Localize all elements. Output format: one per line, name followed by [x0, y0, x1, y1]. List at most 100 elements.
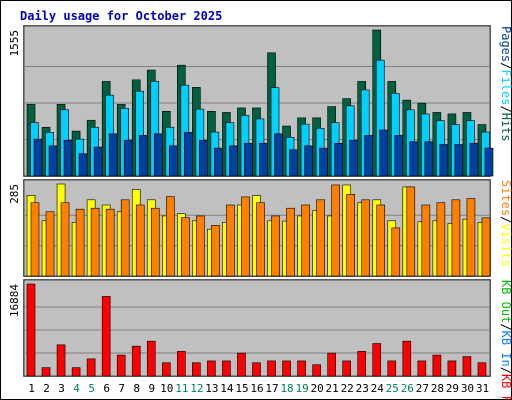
bar-pages-day-11: [184, 132, 193, 177]
bar-pages-day-26: [409, 141, 419, 177]
panel-kbytes-ymax-label: 16884: [8, 284, 21, 317]
day-label-19: 19: [295, 382, 308, 395]
bar-kb-f-day-29: [447, 360, 457, 377]
bar-sites-day-22: [346, 194, 355, 277]
bar-sites-day-29: [451, 199, 461, 277]
day-label-4: 4: [73, 382, 80, 395]
bar-kb-f-day-6: [101, 296, 111, 377]
panel-visits-ymax-label: 285: [8, 184, 21, 204]
bar-kb-f-day-4: [71, 367, 81, 377]
legend-files: Files: [499, 69, 512, 105]
legend-separator: /: [499, 62, 512, 69]
bar-pages-day-21: [334, 142, 343, 177]
day-label-6: 6: [103, 382, 110, 395]
bar-sites-day-13: [211, 225, 220, 277]
bar-pages-day-8: [138, 135, 148, 177]
bar-kb-f-day-24: [372, 343, 382, 377]
bar-pages-day-31: [484, 147, 494, 177]
day-label-24: 24: [371, 382, 385, 395]
day-label-21: 21: [326, 382, 339, 395]
bar-sites-day-28: [436, 202, 446, 277]
chart-panels: 1555 285 16884: [8, 25, 494, 377]
legend-sites: Sites: [499, 180, 512, 216]
legend-kb-in: KB In: [499, 331, 512, 367]
bar-pages-day-14: [229, 145, 238, 177]
bar-kb-f-day-17: [267, 360, 276, 377]
bar-kb-f-day-23: [357, 351, 367, 377]
bar-pages-day-3: [63, 139, 73, 177]
panel-kbytes-legend: KB Out/KB In/KB F: [499, 280, 512, 400]
bar-pages-day-10: [168, 145, 178, 177]
bar-kb-f-day-18: [282, 360, 291, 377]
bar-sites-day-8: [135, 204, 145, 277]
bar-pages-day-20: [319, 147, 328, 177]
bar-kb-f-day-22: [342, 360, 351, 377]
day-label-13: 13: [205, 382, 218, 395]
bar-kb-f-day-5: [86, 358, 96, 377]
bar-pages-day-6: [108, 133, 118, 177]
bar-sites-day-30: [466, 198, 476, 277]
day-label-31: 31: [476, 382, 489, 395]
bar-sites-day-4: [75, 208, 85, 277]
bar-sites-day-2: [45, 211, 55, 277]
bar-kb-f-day-19: [297, 360, 306, 377]
legend-hits: Hits: [499, 113, 512, 142]
bar-pages-day-15: [244, 142, 253, 177]
bar-pages-day-22: [349, 139, 358, 177]
day-label-16: 16: [250, 382, 263, 395]
day-label-3: 3: [58, 382, 65, 395]
day-label-17: 17: [265, 382, 278, 395]
bar-kb-f-day-8: [131, 345, 141, 377]
legend-pages: Pages: [499, 26, 512, 62]
day-label-30: 30: [461, 382, 474, 395]
bar-sites-day-3: [60, 202, 70, 277]
bar-kb-f-day-10: [161, 362, 171, 377]
day-label-5: 5: [88, 382, 95, 395]
day-label-28: 28: [431, 382, 444, 395]
panel-kbytes: 16884: [8, 279, 491, 377]
panel-visits-legend: Sites/Visits: [499, 180, 512, 267]
bar-sites-day-16: [256, 202, 265, 277]
bar-kb-f-day-21: [327, 352, 336, 377]
bar-pages-day-4: [78, 153, 88, 177]
legend-kb-out: KB Out: [499, 280, 512, 323]
bar-pages-day-16: [259, 142, 268, 177]
bar-sites-day-14: [226, 204, 235, 277]
legend-separator: /: [499, 105, 512, 112]
bar-sites-day-27: [421, 204, 431, 277]
bar-kb-f-day-13: [207, 360, 216, 377]
day-label-11: 11: [175, 382, 188, 395]
bar-kb-f-day-9: [146, 340, 156, 377]
bar-kb-f-day-7: [116, 354, 126, 377]
bar-pages-day-5: [93, 146, 103, 177]
day-label-10: 10: [160, 382, 173, 395]
legend-visits: Visits: [499, 223, 512, 266]
bar-kb-f-day-31: [477, 362, 487, 377]
bar-pages-day-28: [439, 144, 449, 177]
bar-kb-f-day-25: [387, 360, 397, 377]
day-label-20: 20: [311, 382, 324, 395]
day-label-8: 8: [133, 382, 140, 395]
bar-pages-day-12: [199, 139, 208, 177]
bar-sites-day-21: [331, 184, 340, 277]
bar-kb-f-day-30: [462, 356, 472, 377]
day-label-15: 15: [235, 382, 248, 395]
panel-traffic-legend: Pages/Files/Hits: [499, 26, 512, 142]
bar-pages-day-7: [123, 139, 133, 177]
day-labels: 1 2 3 4 5 6 7 8 9 10 11 12 13 14 15 16 17 18 19 20 21 22 23 24 2…: [28, 382, 489, 395]
panel-visits: 285: [8, 179, 491, 277]
bar-kb-f-day-28: [432, 354, 442, 377]
bar-sites-day-7: [120, 199, 130, 277]
panel-traffic-ymax-label: 1555: [8, 30, 21, 57]
bar-sites-day-5: [90, 207, 100, 277]
bar-pages-day-23: [364, 135, 374, 177]
bar-sites-day-15: [241, 196, 250, 277]
bar-sites-day-6: [105, 208, 115, 277]
bar-pages-day-19: [304, 145, 313, 177]
panel-traffic: 1555: [8, 25, 494, 177]
bar-kb-f-day-1: [26, 283, 36, 377]
day-label-14: 14: [220, 382, 234, 395]
bar-pages-day-17: [274, 133, 283, 177]
bar-pages-day-18: [289, 149, 298, 177]
